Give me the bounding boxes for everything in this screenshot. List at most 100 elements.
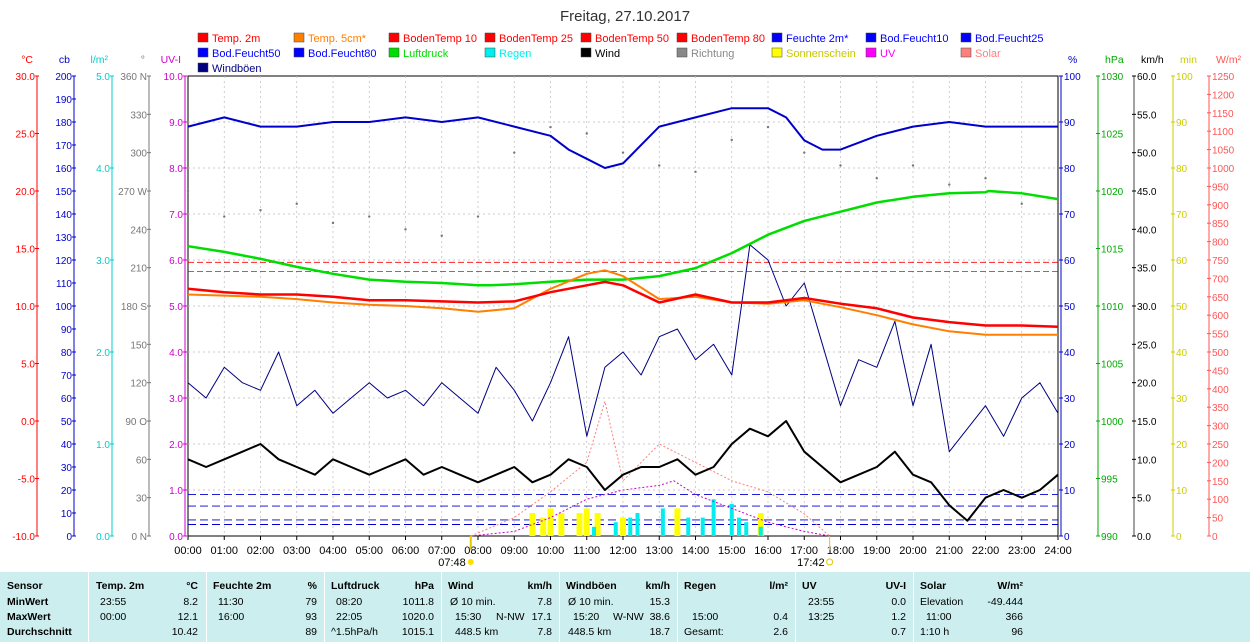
direction-point — [621, 151, 625, 154]
legend-label: Windböen — [212, 63, 262, 75]
stats-header-press-unit: hPa — [414, 580, 434, 592]
weather-chart: Freitag, 27.10.2017 Temp. 2m Temp. 5cm* Bo… — [12, 8, 1241, 569]
stats-cell: 16:00 — [218, 611, 245, 623]
y-tick-label: 0 — [1212, 532, 1218, 543]
y-tick-label: 270 W — [118, 187, 147, 198]
direction-point — [368, 215, 371, 218]
y-tick-label: 45.0 — [1137, 187, 1157, 198]
x-tick-label: 07:00 — [428, 545, 456, 557]
y-tick-label: 40 — [61, 440, 73, 451]
stats-cell: ^1.5hPa/h — [331, 626, 378, 638]
series-temp-5cm- — [187, 269, 1058, 336]
direction-point — [1056, 202, 1060, 205]
y-tick-label: 900 — [1212, 201, 1229, 212]
x-tick-label: 12:00 — [609, 545, 637, 557]
y-tick-label: 500 — [1212, 348, 1229, 359]
stats-cell: 12.1 — [177, 611, 198, 623]
stats-cell: 0.0 — [891, 596, 906, 608]
y-tick-label: 350 — [1212, 403, 1229, 414]
y-tick-label: 20.0 — [16, 187, 36, 198]
stats-cell: 1011.8 — [402, 596, 434, 608]
y-tick-label: 20 — [61, 486, 73, 497]
direction-point — [803, 151, 806, 154]
direction-point — [984, 177, 987, 180]
stats-cell: 7.8 — [537, 596, 552, 608]
y-tick-label: 8.0 — [169, 164, 183, 175]
y-tick-label: 550 — [1212, 330, 1229, 341]
stats-cell: 1.2 — [891, 611, 906, 623]
stats-cell: 11:00 — [926, 611, 952, 623]
y-tick-label: 150 — [55, 187, 72, 198]
direction-point — [839, 164, 842, 167]
stats-cell: 1020.0 — [401, 611, 434, 623]
y-tick-label: 30 — [1064, 394, 1076, 405]
direction-point — [440, 234, 443, 237]
direction-point — [549, 125, 552, 129]
x-tick-label: 15:00 — [718, 545, 746, 557]
y-tick-label: 50 — [1064, 302, 1076, 313]
legend-swatch — [484, 32, 496, 43]
y-tick-label: 140 — [55, 210, 72, 221]
sunset-label: 17:42 — [797, 557, 825, 569]
legend-label: Solar — [975, 48, 1001, 60]
stats-header-wind: Wind — [448, 580, 474, 592]
stats-cell: 18.7 — [649, 626, 670, 638]
legend-label: Sonnenschein — [786, 48, 856, 60]
y-tick-label: 3.0 — [96, 256, 110, 267]
legend-swatch — [960, 47, 972, 58]
stats-cell: 11:30 — [218, 596, 244, 608]
y-tick-label: 250 — [1212, 440, 1229, 451]
y-tick-label: 100 — [1064, 72, 1081, 83]
y-tick-label: 1030 — [1101, 72, 1124, 83]
y-tick-label: 1025 — [1101, 130, 1124, 141]
y-tick-label: 2.0 — [169, 440, 183, 451]
stats-cell: 96 — [1011, 626, 1023, 638]
y-tick-label: 10 — [1064, 486, 1076, 497]
y-tick-label: 30.0 — [16, 72, 36, 83]
x-tick-label: 14:00 — [682, 545, 710, 557]
y-tick-label: 30 — [136, 494, 148, 505]
direction-point — [186, 189, 190, 193]
stats-header-solar: Solar — [920, 580, 947, 592]
y-tick-label: 1000 — [1212, 164, 1235, 175]
y-tick-label: 1000 — [1101, 417, 1124, 428]
y-tick-label: 4.0 — [169, 348, 183, 359]
sunshine-bar — [529, 513, 536, 536]
x-tick-label: 06:00 — [392, 545, 420, 557]
y-tick-label: 70 — [1176, 210, 1188, 221]
legend-swatch — [580, 32, 592, 43]
rain-bar — [628, 517, 633, 536]
y-tick-label: 200 — [55, 72, 72, 83]
stats-header-gust: Windböen — [566, 580, 617, 592]
y-tick-label: 1100 — [1212, 127, 1234, 138]
y-tick-label: 0 N — [131, 532, 147, 543]
sunshine-bar — [540, 517, 547, 536]
sunshine-bar — [620, 517, 626, 536]
stats-header-hum: Feuchte 2m — [213, 580, 272, 592]
y-tick-label: 50 — [61, 417, 73, 428]
x-tick-label: 08:00 — [464, 545, 492, 557]
stats-header-temp-unit: °C — [186, 580, 198, 592]
y-tick-label: 2.0 — [96, 348, 110, 359]
y-tick-label: 995 — [1101, 475, 1118, 486]
y-tick-label: 0 — [1064, 532, 1070, 543]
y-tick-label: 360 N — [120, 72, 147, 83]
legend-label: BodenTemp 25 — [499, 33, 573, 45]
y-tick-label: 1.0 — [96, 440, 110, 451]
direction-point — [295, 202, 298, 205]
sunshine-bar — [547, 508, 554, 536]
legend-label: Luftdruck — [403, 48, 449, 60]
direction-point — [223, 215, 226, 218]
y-tick-label: 0 — [66, 532, 72, 543]
y-tick-label: 3.0 — [169, 394, 183, 405]
stats-cell: 15:00 — [692, 611, 719, 623]
stats-cell: 448.5 km — [568, 626, 612, 638]
stats-header-sensor: Sensor — [7, 580, 43, 592]
direction-point — [766, 125, 770, 129]
stats-header-temp: Temp. 2m — [96, 580, 145, 592]
x-tick-label: 19:00 — [863, 545, 891, 557]
y-tick-label: 40 — [1176, 348, 1188, 359]
chart-plot-area — [186, 107, 1060, 537]
x-tick-label: 22:00 — [972, 545, 1000, 557]
